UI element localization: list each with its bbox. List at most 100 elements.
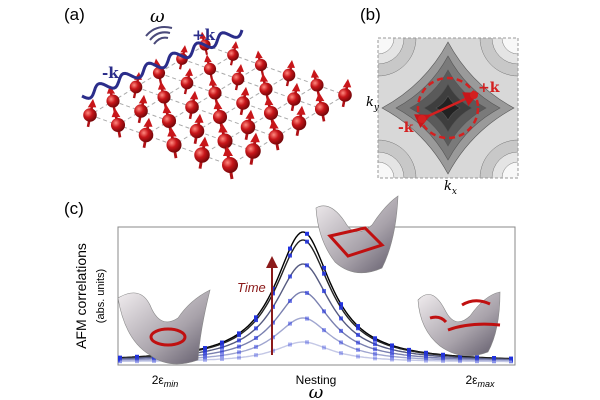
marker — [373, 337, 377, 342]
marker — [339, 351, 343, 356]
marker — [458, 359, 462, 364]
lattice-line — [181, 58, 323, 110]
panel-label: (b) — [360, 5, 381, 24]
spin-ball — [310, 78, 324, 92]
marker — [305, 290, 309, 295]
spin-head — [269, 119, 279, 129]
k-arrow — [414, 92, 479, 128]
marker — [475, 359, 479, 364]
marker — [492, 358, 496, 363]
spin-head — [250, 132, 260, 143]
marker — [322, 265, 326, 270]
x-tick-sub: max — [478, 379, 496, 389]
marker — [237, 355, 241, 360]
omega: ω — [150, 6, 165, 27]
marker — [373, 342, 377, 347]
marker — [254, 344, 258, 349]
marker — [339, 305, 343, 310]
marker — [118, 359, 122, 364]
marker — [390, 354, 394, 359]
spin-ball — [217, 133, 233, 149]
marker — [492, 357, 496, 362]
spin-head — [199, 31, 207, 39]
panel-label: (c) — [64, 199, 84, 218]
panel-label: (a) — [64, 5, 85, 24]
spin-head — [236, 63, 244, 72]
marker — [237, 333, 241, 338]
spin-head — [138, 94, 148, 104]
marker — [458, 356, 462, 361]
marker — [135, 359, 139, 364]
marker — [475, 358, 479, 363]
spin-ball — [231, 72, 245, 86]
spin-ball — [180, 76, 194, 90]
marker — [407, 353, 411, 358]
marker — [288, 321, 292, 326]
spin-head — [111, 108, 121, 118]
marker — [390, 351, 394, 356]
marker — [424, 355, 428, 360]
marker — [356, 340, 360, 345]
spin-ball — [157, 90, 171, 104]
marker — [407, 358, 411, 363]
marker — [339, 316, 343, 321]
marker — [356, 347, 360, 352]
spin-ball — [138, 127, 154, 143]
spin-head — [259, 73, 269, 82]
spin-head — [231, 41, 239, 49]
marker — [373, 351, 377, 356]
marker — [203, 352, 207, 357]
emission-arcs — [145, 26, 173, 45]
plus-k: +k — [192, 26, 216, 44]
spin-ball — [268, 129, 284, 145]
lattice — [83, 31, 352, 180]
spin-ball — [203, 62, 217, 76]
y-label: AFM correlations — [73, 243, 89, 349]
marker — [441, 356, 445, 361]
marker — [152, 357, 156, 362]
marker — [152, 359, 156, 364]
x-tick-label: 2εmin — [152, 373, 179, 389]
spin-ball — [129, 80, 143, 94]
spin-ball — [189, 123, 205, 139]
contour — [501, 161, 518, 178]
marker — [237, 350, 241, 355]
marker — [339, 340, 343, 345]
marker — [373, 356, 377, 361]
spin-ball — [245, 143, 261, 159]
kx-sub: x — [452, 187, 457, 197]
lattice-line — [204, 44, 346, 96]
marker — [322, 271, 326, 276]
marker — [220, 349, 224, 354]
contour — [501, 38, 518, 55]
k-point — [418, 115, 426, 123]
marker — [322, 289, 326, 294]
x-tick-label: Nesting — [296, 373, 337, 387]
marker — [339, 328, 343, 333]
spin-ball — [152, 66, 166, 80]
marker — [305, 263, 309, 268]
spin-head — [162, 104, 172, 114]
marker — [254, 326, 258, 331]
spin-ball — [287, 92, 301, 106]
x-tick-text: 2ε — [152, 373, 165, 387]
marker — [305, 316, 309, 321]
spin-head — [180, 45, 188, 53]
inset-surface — [417, 291, 501, 357]
marker — [458, 358, 462, 363]
spin-ball — [166, 137, 182, 153]
marker — [118, 358, 122, 363]
k-point — [470, 91, 478, 99]
marker — [492, 359, 496, 364]
spin-head — [167, 127, 177, 137]
spin-head — [199, 136, 209, 147]
marker — [288, 342, 292, 347]
marker — [203, 355, 207, 360]
lattice-line — [135, 86, 277, 138]
inset-surface — [315, 195, 399, 274]
marker — [203, 349, 207, 354]
spin-head — [204, 54, 212, 63]
minus-k: -k — [102, 64, 119, 82]
spin-ball — [208, 86, 222, 100]
